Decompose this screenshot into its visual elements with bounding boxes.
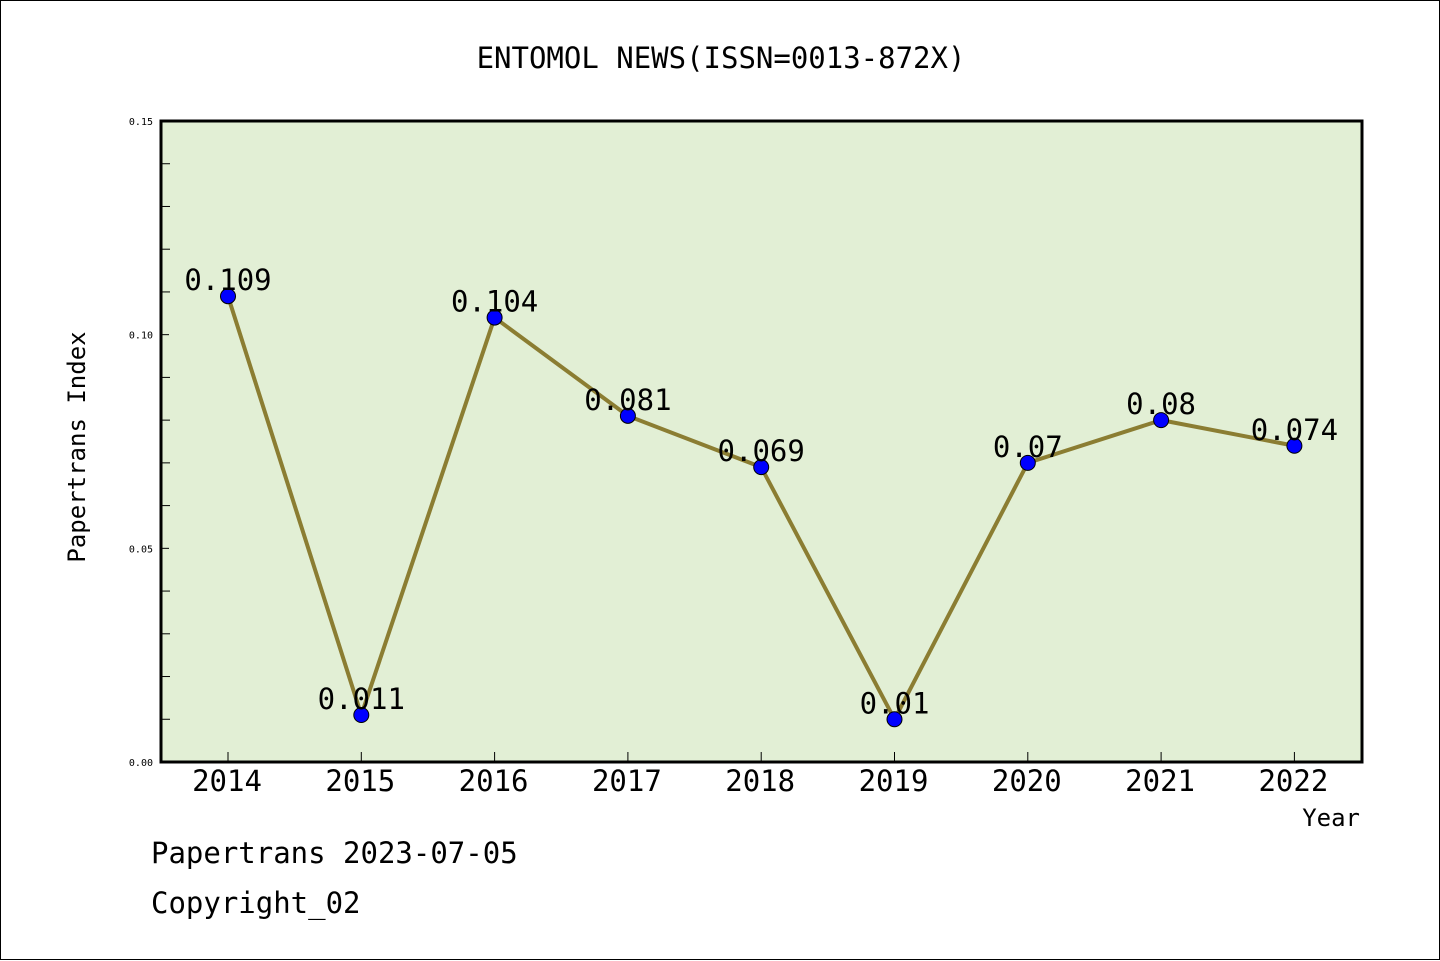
x-tick-label: 2016 [459, 764, 529, 798]
data-points [220, 288, 1303, 728]
y-axis-label: Papertrans Index [63, 331, 91, 562]
data-label: 0.069 [718, 434, 805, 468]
x-axis: 2014 2015 2016 2017 2018 2019 2020 2021 2022 [192, 752, 1328, 798]
data-point [1153, 412, 1170, 429]
plot-area [159, 119, 1364, 764]
data-point [1019, 454, 1036, 471]
data-point [886, 711, 903, 728]
data-label: 0.07 [993, 430, 1063, 464]
data-label: 0.074 [1251, 413, 1338, 447]
data-point [353, 706, 370, 723]
x-axis-label: Year [1302, 804, 1360, 832]
chart-title: ENTOMOL NEWS(ISSN=0013-872X) [477, 41, 966, 75]
data-labels: 0.109 0.011 0.104 0.081 0.069 0.01 0.07 0.08 0.0… [184, 263, 1338, 720]
x-tick-label: 2015 [325, 764, 395, 798]
data-point [486, 309, 503, 326]
footer-copyright: Copyright_02 [151, 886, 361, 920]
data-label: 0.104 [451, 285, 538, 319]
y-tick-label: 0.00 [129, 758, 153, 769]
data-point [220, 288, 236, 305]
x-tick-label: 2014 [192, 764, 262, 798]
data-point [753, 459, 770, 476]
y-tick-label: 0.05 [129, 544, 153, 555]
y-axis: 0.00 0.05 0.10 0.15 [129, 117, 170, 769]
data-label: 0.081 [584, 383, 671, 417]
data-label: 0.01 [860, 686, 930, 720]
x-tick-label: 2018 [725, 764, 795, 798]
data-label: 0.08 [1126, 387, 1196, 421]
x-tick-label: 2019 [859, 764, 929, 798]
footer-date: Papertrans 2023-07-05 [151, 836, 518, 870]
y-tick-label: 0.15 [129, 117, 153, 128]
data-point [619, 407, 636, 424]
data-label: 0.011 [318, 682, 405, 716]
x-tick-label: 2021 [1125, 764, 1195, 798]
x-tick-label: 2017 [592, 764, 662, 798]
x-tick-label: 2022 [1258, 764, 1328, 798]
y-tick-label: 0.10 [129, 331, 153, 342]
x-tick-label: 2020 [992, 764, 1062, 798]
data-point [1286, 437, 1303, 454]
data-label: 0.109 [184, 263, 271, 297]
